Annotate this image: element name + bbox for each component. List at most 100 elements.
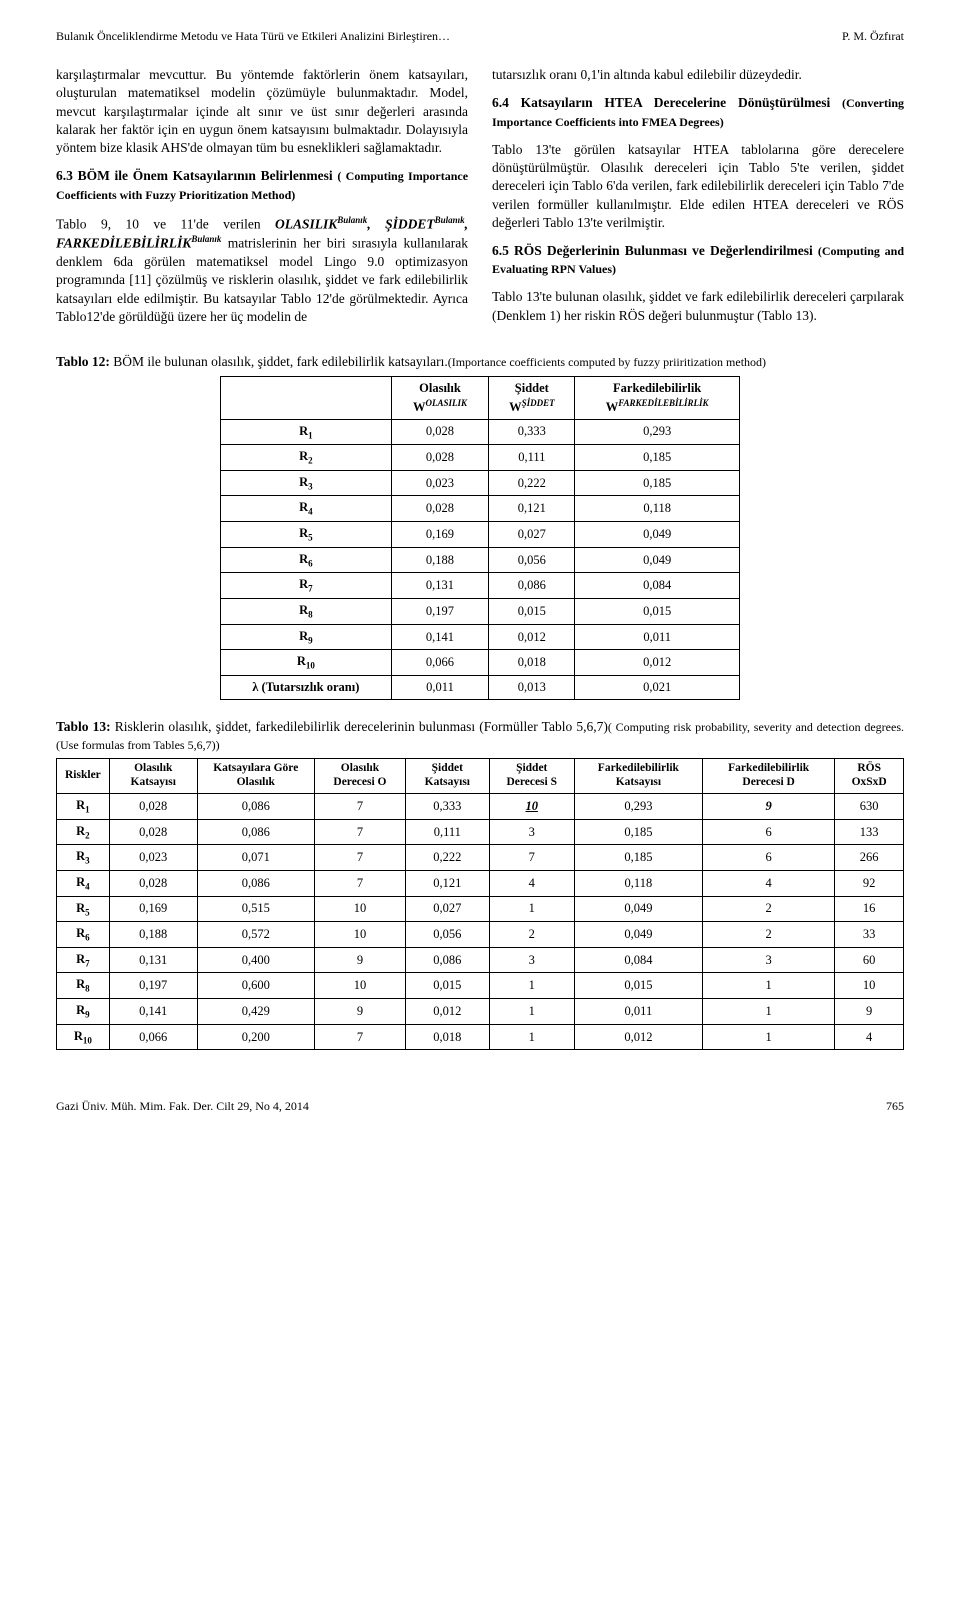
cell: 0,015 (575, 599, 740, 625)
row-label: R8 (57, 973, 110, 999)
cell: 1 (489, 896, 574, 922)
row-label: R3 (221, 470, 392, 496)
cell: 0,028 (109, 870, 197, 896)
cell: 1 (489, 973, 574, 999)
cell: 0,018 (489, 650, 575, 676)
table13-caption: Tablo 13: Risklerin olasılık, şiddet, fa… (56, 718, 904, 754)
table-row: R20,0280,08670,11130,1856133 (57, 819, 904, 845)
row-label: R2 (221, 445, 392, 471)
cell: 0,015 (406, 973, 490, 999)
col-header: Farkedilebilirlik Katsayısı (574, 759, 702, 794)
cell: 0,169 (109, 896, 197, 922)
cell: 0,222 (489, 470, 575, 496)
cell: 0,572 (197, 922, 314, 948)
cell: 0,012 (489, 624, 575, 650)
row-label: R8 (221, 599, 392, 625)
cell: 0,086 (406, 947, 490, 973)
cell: 7 (314, 819, 405, 845)
table-row: R10,0280,3330,293 (221, 419, 740, 445)
row-label: R9 (221, 624, 392, 650)
section-6-5: 6.5 RÖS Değerlerinin Bulunması ve Değerl… (492, 242, 904, 278)
row-label: λ (Tutarsızlık oranı) (221, 675, 392, 699)
t12-h4: Farkedilebilirlik WFARKEDİLEBİLİRLİK (575, 376, 740, 419)
cell: 0,066 (391, 650, 489, 676)
cell: 0,429 (197, 999, 314, 1025)
cell: 0,131 (391, 573, 489, 599)
cell: 0,027 (406, 896, 490, 922)
cell: 0,021 (575, 675, 740, 699)
body-columns: karşılaştırmalar mevcuttur. Bu yöntemde … (56, 66, 904, 335)
cell: 0,012 (574, 1024, 702, 1050)
t13-cap-bold: Tablo 13: (56, 719, 115, 734)
cell: 0,121 (406, 870, 490, 896)
cell: 3 (702, 947, 834, 973)
cell: 0,188 (391, 547, 489, 573)
cell: 0,333 (489, 419, 575, 445)
cell: 3 (489, 819, 574, 845)
cell: 266 (835, 845, 904, 871)
cell: 9 (314, 947, 405, 973)
section-6-5-title: 6.5 RÖS Değerlerinin Bulunması ve Değerl… (492, 243, 813, 258)
cell: 10 (314, 922, 405, 948)
cell: 0,197 (391, 599, 489, 625)
cell: 0,121 (489, 496, 575, 522)
p2d-sup: Bulanık (191, 234, 221, 244)
t12-h2: Olasılık WOLASILIK (391, 376, 489, 419)
cell: 0,049 (575, 522, 740, 548)
table-row: R90,1410,42990,01210,01119 (57, 999, 904, 1025)
t12-h3a: Şiddet (515, 381, 549, 395)
cell: 0,056 (489, 547, 575, 573)
cell: 0,066 (109, 1024, 197, 1050)
cell: 0,028 (391, 445, 489, 471)
cell: 133 (835, 819, 904, 845)
cell: 6 (702, 819, 834, 845)
cell: 0,056 (406, 922, 490, 948)
table-row: R80,1970,600100,01510,015110 (57, 973, 904, 999)
cell: 92 (835, 870, 904, 896)
table-row: R50,1690,0270,049 (221, 522, 740, 548)
row-label: R5 (221, 522, 392, 548)
cell: 10 (314, 973, 405, 999)
section-6-4-title: 6.4 Katsayıların HTEA Derecelerine Dönüş… (492, 95, 830, 110)
table-row: R100,0660,0180,012 (221, 650, 740, 676)
cell: 1 (489, 1024, 574, 1050)
cell: 0,013 (489, 675, 575, 699)
cell: 0,333 (406, 793, 490, 819)
cell: 1 (702, 1024, 834, 1050)
table-row: R70,1310,0860,084 (221, 573, 740, 599)
cell: 2 (702, 896, 834, 922)
cell: 60 (835, 947, 904, 973)
cell: 0,515 (197, 896, 314, 922)
para-2: Tablo 9, 10 ve 11'de verilen OLASILIKBul… (56, 214, 468, 326)
table-row: R10,0280,08670,333100,2939630 (57, 793, 904, 819)
col-header: Olasılık Derecesi O (314, 759, 405, 794)
col-header: RÖS OxSxD (835, 759, 904, 794)
table-row: R60,1880,572100,05620,049233 (57, 922, 904, 948)
cell: 9 (702, 793, 834, 819)
cell: 0,015 (574, 973, 702, 999)
cell: 0,141 (109, 999, 197, 1025)
col-header: Şiddet Katsayısı (406, 759, 490, 794)
cell: 1 (489, 999, 574, 1025)
footer-right: 765 (886, 1098, 904, 1114)
table-row: R90,1410,0120,011 (221, 624, 740, 650)
cell: 0,185 (575, 445, 740, 471)
cell: 10 (314, 896, 405, 922)
t12-h2b: W (413, 400, 426, 414)
t12-head-row: Olasılık WOLASILIK Şiddet WŞİDDET Farked… (221, 376, 740, 419)
cell: 0,293 (575, 419, 740, 445)
header-right: P. M. Özfırat (842, 28, 904, 44)
cell: 4 (835, 1024, 904, 1050)
t12-h2c: OLASILIK (425, 398, 467, 408)
cell: 0,118 (575, 496, 740, 522)
t12-cap-en: (Importance coefficients computed by fuz… (448, 355, 766, 369)
cell: 0,049 (574, 896, 702, 922)
table-row: R40,0280,08670,12140,118492 (57, 870, 904, 896)
footer-left: Gazi Üniv. Müh. Mim. Fak. Der. Cilt 29, … (56, 1098, 309, 1114)
table-row: R60,1880,0560,049 (221, 547, 740, 573)
table12-caption: Tablo 12: BÖM ile bulunan olasılık, şidd… (56, 353, 904, 371)
cell: 1 (702, 973, 834, 999)
cell: 0,111 (406, 819, 490, 845)
cell: 0,028 (109, 819, 197, 845)
cell: 3 (489, 947, 574, 973)
